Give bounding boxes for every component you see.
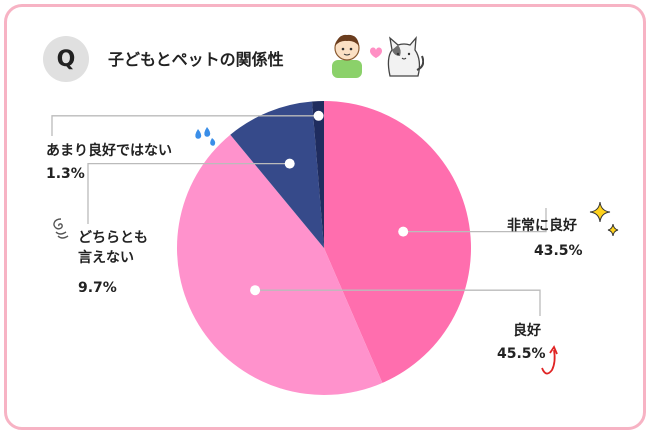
child-and-cat-icon bbox=[332, 34, 424, 78]
sparkle-icon bbox=[589, 201, 619, 237]
label-neither-line2: 言えない bbox=[78, 250, 134, 266]
slice-very-good-leader-line bbox=[403, 208, 547, 233]
up-arrow-icon bbox=[541, 345, 558, 375]
value-very-good: 43.5% bbox=[534, 243, 583, 259]
slice-not-good-leader-line bbox=[51, 115, 319, 136]
slice-very-good bbox=[324, 101, 471, 383]
slice-neither bbox=[230, 101, 324, 249]
slice-very-good-dot bbox=[398, 226, 409, 237]
label-not-good: あまり良好ではない bbox=[46, 143, 172, 159]
slice-good-leader-line bbox=[255, 289, 541, 316]
slice-not-good-dot bbox=[313, 110, 324, 121]
slice-good-dot bbox=[250, 285, 261, 296]
slice-neither-dot bbox=[284, 158, 295, 169]
sweat-drops-icon bbox=[195, 127, 216, 146]
value-not-good: 1.3% bbox=[46, 166, 85, 182]
value-neither: 9.7% bbox=[78, 280, 117, 296]
slice-not-good bbox=[312, 101, 324, 248]
slice-good bbox=[176, 134, 383, 396]
value-good: 45.5% bbox=[497, 346, 546, 362]
slice-neither-leader-line bbox=[87, 162, 290, 224]
label-good: 良好 bbox=[513, 323, 541, 339]
label-neither-line1: どちらとも bbox=[78, 230, 148, 246]
question-badge: Q bbox=[43, 36, 89, 82]
label-very-good: 非常に良好 bbox=[507, 218, 577, 234]
chart-title: 子どもとペットの関係性 bbox=[108, 50, 284, 69]
confused-swirl-icon bbox=[53, 218, 69, 239]
